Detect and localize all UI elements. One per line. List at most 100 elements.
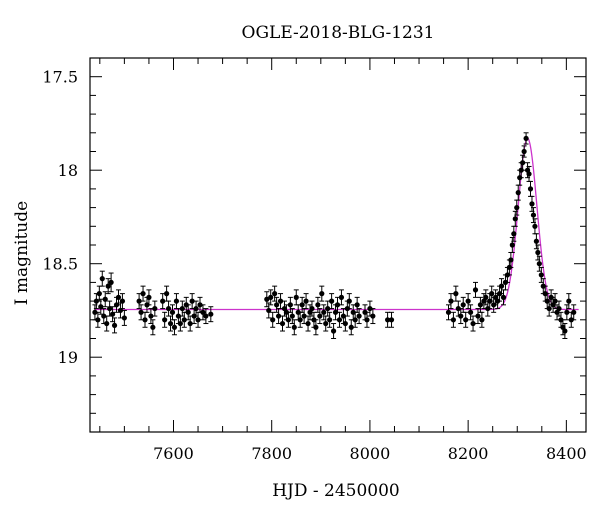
data-point: [165, 305, 172, 312]
data-point: [115, 294, 122, 300]
data-point: [291, 324, 297, 330]
data-point: [500, 294, 507, 300]
data-point: [530, 212, 537, 218]
data-point: [117, 307, 124, 314]
data-point: [352, 317, 358, 323]
data-point: [287, 302, 293, 308]
data-point: [148, 313, 154, 319]
data-point: [317, 313, 323, 319]
data-point: [571, 309, 577, 315]
data-point: [268, 294, 274, 300]
data-point: [562, 328, 568, 334]
data-point: [99, 276, 105, 282]
data-point: [279, 320, 286, 327]
data-point: [445, 309, 452, 315]
data-point: [96, 291, 102, 297]
data-point: [173, 298, 180, 304]
data-point: [104, 320, 110, 327]
data-point: [370, 313, 376, 319]
plot-area: [89, 57, 587, 433]
data-point: [483, 294, 489, 300]
data-point: [334, 302, 341, 308]
data-point: [98, 304, 104, 310]
y-tick-label: 19: [58, 348, 78, 367]
data-point: [538, 272, 544, 278]
data-point: [467, 309, 474, 315]
data-point: [319, 291, 325, 297]
data-point: [348, 324, 354, 330]
data-point: [546, 305, 552, 312]
data-point: [275, 313, 282, 319]
data-point: [203, 313, 209, 319]
x-tick-label: 7600: [153, 444, 194, 463]
data-point: [325, 305, 331, 312]
data-point: [108, 279, 114, 285]
data-point: [448, 298, 454, 304]
data-point: [323, 320, 329, 327]
data-point: [193, 305, 199, 312]
data-point: [119, 298, 126, 304]
data-point: [463, 317, 469, 323]
y-tick-label: 18: [58, 161, 78, 180]
data-point: [146, 294, 152, 300]
data-point: [138, 309, 144, 315]
data-point: [289, 313, 295, 319]
data-point: [109, 311, 116, 317]
data-point: [529, 201, 535, 207]
data-point: [121, 315, 127, 321]
data-point: [354, 302, 360, 308]
x-tick-label: 8200: [448, 444, 489, 463]
data-point: [102, 296, 108, 302]
data-point: [556, 305, 562, 312]
data-point: [465, 298, 471, 304]
data-point: [453, 291, 459, 297]
data-point: [450, 317, 457, 323]
data-point: [367, 305, 373, 312]
data-point: [520, 160, 526, 166]
data-point: [150, 324, 156, 330]
data-point: [93, 298, 99, 304]
data-point: [92, 309, 98, 315]
data-point: [95, 317, 101, 323]
data-point: [189, 298, 195, 304]
y-tick-label: 18.5: [42, 255, 78, 274]
data-point: [346, 298, 352, 304]
data-point: [472, 287, 479, 293]
data-point: [169, 309, 176, 315]
data-point: [523, 135, 529, 142]
data-point: [301, 313, 307, 319]
data-point: [460, 302, 466, 308]
data-point: [266, 307, 272, 314]
data-point: [330, 328, 337, 334]
data-point: [162, 317, 168, 323]
data-point: [356, 313, 362, 319]
data-point: [509, 242, 515, 248]
y-axis-label: I magnitude: [12, 201, 32, 305]
data-point: [489, 291, 495, 297]
data-point: [305, 320, 311, 327]
x-tick-label: 7800: [251, 444, 292, 463]
data-point: [470, 320, 476, 327]
data-point: [111, 322, 118, 329]
data-point: [515, 190, 521, 196]
data-point: [140, 291, 146, 297]
data-point: [179, 305, 185, 312]
data-point: [321, 309, 327, 315]
data-point: [208, 311, 214, 317]
data-point: [171, 324, 178, 330]
data-point: [181, 317, 187, 323]
data-point: [527, 186, 534, 192]
data-point: [177, 320, 183, 327]
chart-title: OGLE-2018-BLG-1231: [242, 23, 435, 43]
data-point: [508, 257, 514, 263]
data-point: [299, 302, 305, 308]
data-point: [521, 148, 527, 155]
data-point: [107, 305, 113, 312]
y-tick-label: 17.5: [42, 68, 78, 87]
data-point: [197, 302, 203, 308]
data-point: [566, 298, 572, 304]
data-point: [187, 320, 193, 327]
data-point: [385, 317, 391, 323]
data-point: [511, 231, 517, 237]
data-point: [535, 249, 541, 256]
